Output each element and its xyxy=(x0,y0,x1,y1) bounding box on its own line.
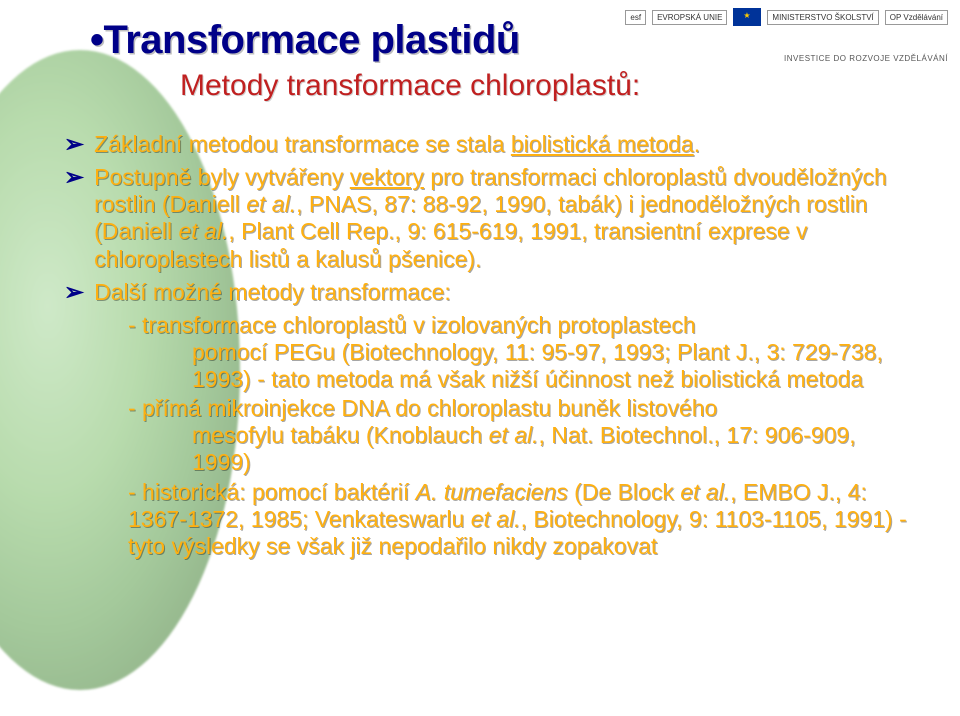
sub-bullet-text: - transformace chloroplastů v izolovanýc… xyxy=(128,312,920,339)
sub-bullet-cont: pomocí PEGu (Biotechnology, 11: 95-97, 1… xyxy=(192,339,920,393)
sub-bullet: - přímá mikroinjekce DNA do chloroplastu… xyxy=(128,395,920,476)
bullet-text: Další možné metody transformace: xyxy=(94,279,451,306)
bullet-text: Postupně byly vytvářeny vektory pro tran… xyxy=(94,164,920,273)
bullet-item: ➢ Základní metodou transformace se stala… xyxy=(64,131,920,158)
slide-subtitle: Metody transformace chloroplastů: xyxy=(180,69,920,103)
sub-bullet-text: - přímá mikroinjekce DNA do chloroplastu… xyxy=(128,395,920,422)
bullet-item: ➢ Další možné metody transformace: xyxy=(64,279,920,306)
slide: esf EVROPSKÁ UNIE MINISTERSTVO ŠKOLSTVÍ … xyxy=(0,0,960,716)
bullet-text: Základní metodou transformace se stala b… xyxy=(94,131,700,158)
arrow-icon: ➢ xyxy=(64,133,84,157)
arrow-icon: ➢ xyxy=(64,166,84,190)
slide-title: •Transformace plastidů xyxy=(90,18,920,63)
arrow-icon: ➢ xyxy=(64,281,84,305)
sub-bullet: - historická: pomocí baktérií A. tumefac… xyxy=(128,479,920,560)
sub-bullet-text: - historická: pomocí baktérií A. tumefac… xyxy=(128,479,920,560)
slide-content: •Transformace plastidů Metody transforma… xyxy=(60,18,920,560)
sub-bullet: - transformace chloroplastů v izolovanýc… xyxy=(128,312,920,393)
sub-bullet-cont: mesofylu tabáku (Knoblauch et al., Nat. … xyxy=(192,422,920,476)
bullet-list: ➢ Základní metodou transformace se stala… xyxy=(64,131,920,560)
bullet-item: ➢ Postupně byly vytvářeny vektory pro tr… xyxy=(64,164,920,273)
